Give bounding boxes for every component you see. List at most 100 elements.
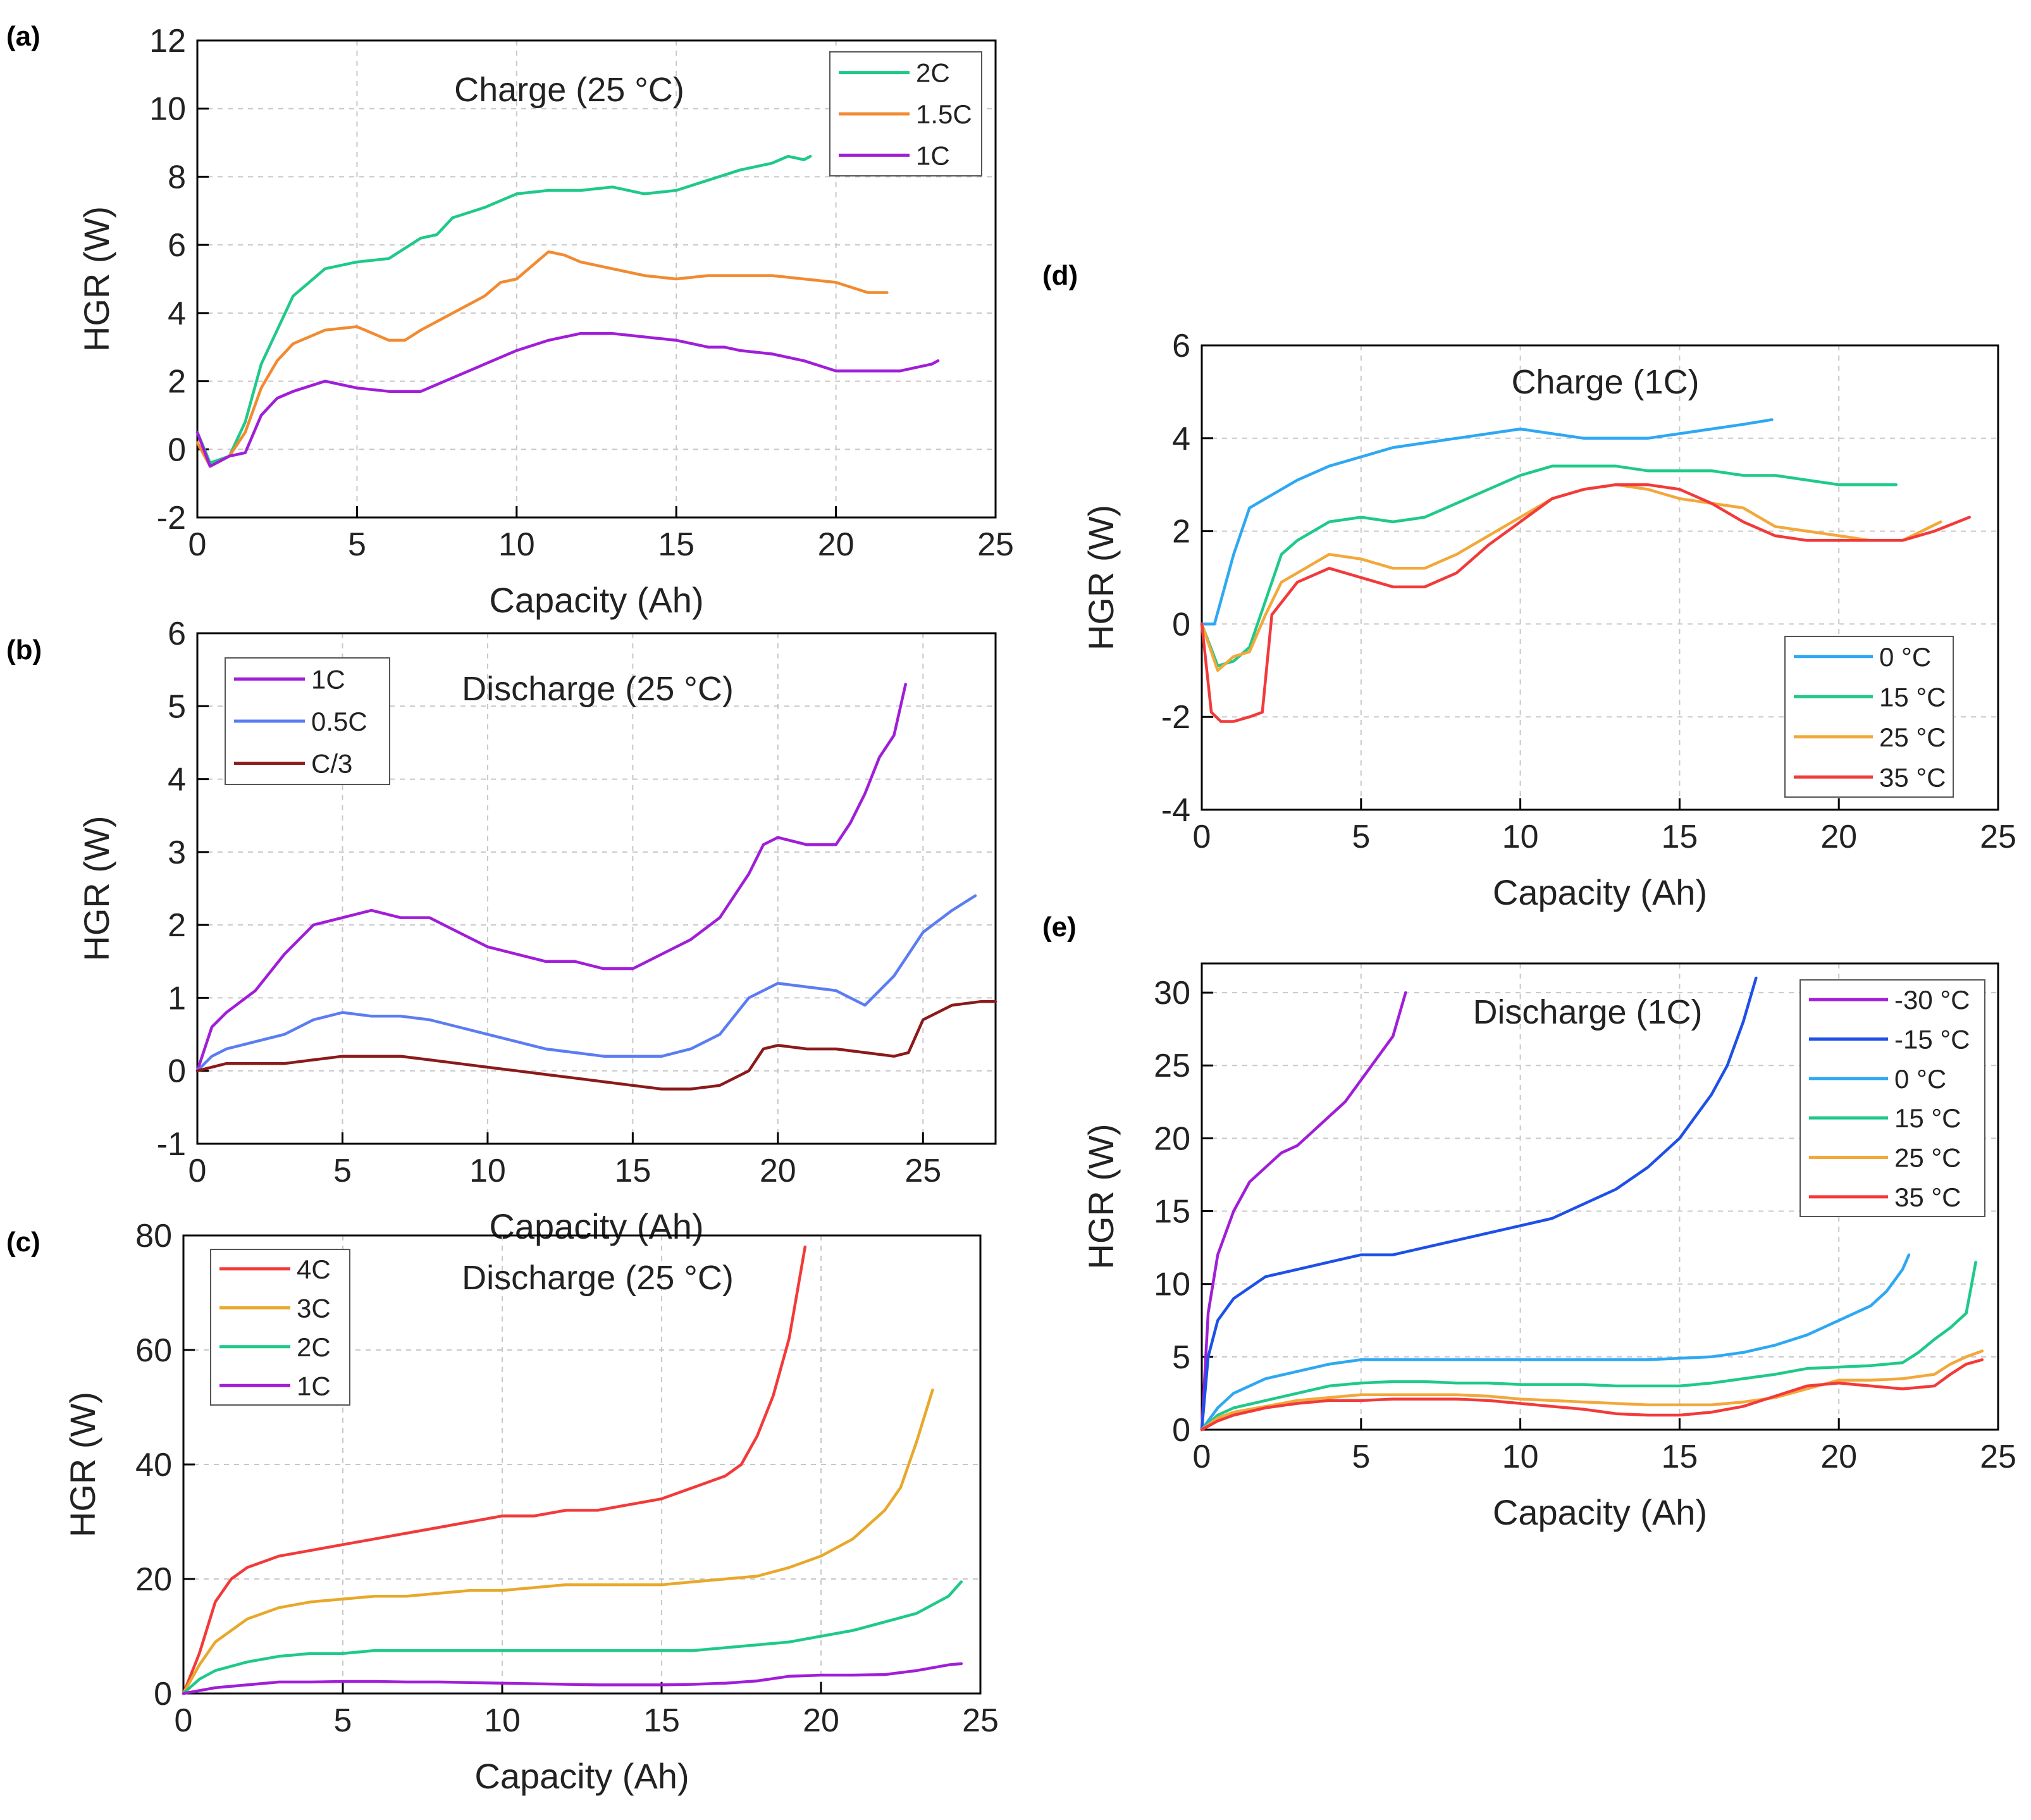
x-tick-label: 15 (1661, 819, 1698, 855)
series-line-0-c (1200, 1253, 1911, 1432)
x-tick-label: 0 (175, 1702, 193, 1739)
x-axis-title: Capacity (Ah) (474, 1756, 689, 1796)
plot-frame (1201, 962, 1999, 1431)
y-tick-label: 10 (1154, 1266, 1190, 1303)
x-tick-label: 25 (977, 526, 1014, 563)
x-tick-label: 10 (469, 1153, 506, 1189)
chart-panel-5: (e) 0 5 10 15 20 25 0 5 10 15 20 25 30 Capacity (Ah) HG… (1042, 912, 2016, 1532)
series-line-15-c (1200, 1260, 1977, 1432)
y-tick-label: 20 (1154, 1120, 1190, 1157)
series-line-25-c (1200, 1349, 1984, 1432)
y-tick-label: 2 (1172, 514, 1190, 550)
x-tick-label: 10 (1502, 1439, 1539, 1475)
x-tick-label: 15 (1661, 1439, 1698, 1475)
y-tick-label: 1 (168, 980, 186, 1017)
y-tick-label: 0 (1172, 1412, 1190, 1449)
y-tick-label: 80 (135, 1218, 172, 1254)
series-line-1-5c (195, 250, 889, 468)
y-tick-label: 8 (168, 159, 186, 195)
y-tick-label: -4 (1161, 792, 1190, 829)
y-tick-label: 3 (168, 834, 186, 871)
legend-label: 0 °C (1894, 1064, 1946, 1094)
y-axis-title: HGR (W) (77, 206, 116, 352)
x-tick-label: 0 (1193, 1439, 1211, 1475)
x-tick-label: 5 (1352, 1439, 1370, 1475)
chart-title: Discharge (1C) (1472, 993, 1702, 1031)
series-line-2c (195, 154, 812, 465)
y-tick-label: -1 (157, 1126, 186, 1163)
y-axis-title: HGR (W) (1081, 1124, 1121, 1269)
legend: 1C 0.5C C/3 (225, 657, 390, 785)
series-line-0-c (1200, 418, 1774, 626)
x-axis-title: Capacity (Ah) (489, 1206, 703, 1246)
x-tick-label: 25 (1980, 819, 2016, 855)
series-line-15-c (1200, 976, 1758, 1432)
x-axis-title: Capacity (Ah) (1493, 872, 1707, 912)
x-tick-label: 25 (904, 1153, 941, 1189)
x-tick-label: 0 (188, 526, 207, 563)
legend-label: 4C (297, 1254, 331, 1284)
legend-label: 25 °C (1879, 722, 1946, 752)
x-tick-label: 20 (1820, 1439, 1857, 1475)
y-tick-label: 5 (1172, 1339, 1190, 1376)
x-tick-label: 0 (1193, 819, 1211, 855)
series-line-35-c (1200, 1358, 1984, 1432)
series-line-25-c (1200, 483, 1942, 672)
chart-panel-3: (c) 0 5 10 15 20 25 0 20 40 60 80 Capacity (Ah) HGR (… (6, 1218, 999, 1796)
legend-label: 25 °C (1894, 1143, 1961, 1173)
series-line-3c (182, 1389, 934, 1695)
series-line-c-3 (195, 1000, 997, 1091)
y-tick-label: -2 (157, 500, 186, 536)
plot-frame (1201, 344, 1999, 811)
legend-label: 1C (297, 1371, 331, 1401)
y-tick-label: 4 (168, 762, 186, 798)
legend-label: 3C (297, 1293, 331, 1323)
legend-label: C/3 (311, 749, 352, 779)
plot-frame (196, 632, 997, 1145)
y-tick-label: 0 (154, 1676, 172, 1712)
plot-frame (196, 39, 997, 519)
x-tick-label: 10 (498, 526, 535, 563)
series-line-4c (182, 1245, 807, 1695)
chart-title: Discharge (25 °C) (462, 670, 734, 708)
panel-label: (c) (6, 1227, 40, 1258)
legend: -30 °C -15 °C 0 °C 15 °C 25 °C 35 °C (1800, 979, 1985, 1217)
series-line-2c (182, 1580, 963, 1695)
y-tick-label: 60 (135, 1332, 172, 1369)
series-line-15-c (1200, 464, 1898, 667)
panel-label: (a) (6, 21, 40, 52)
x-tick-label: 20 (760, 1153, 796, 1189)
y-tick-label: 12 (149, 23, 186, 59)
y-tick-label: 20 (135, 1561, 172, 1598)
legend-box (1800, 979, 1985, 1217)
legend-label: 2C (916, 58, 950, 88)
legend-label: 35 °C (1879, 762, 1946, 792)
x-tick-label: 5 (333, 1153, 352, 1189)
x-axis-title: Capacity (Ah) (1493, 1492, 1707, 1532)
y-axis-title: HGR (W) (77, 815, 116, 961)
legend-label: 0.5C (311, 707, 367, 736)
legend: 4C 3C 2C 1C (210, 1249, 350, 1406)
series-line-0-5c (195, 894, 977, 1072)
y-tick-label: 4 (1172, 421, 1190, 457)
x-tick-label: 15 (658, 526, 694, 563)
x-tick-label: 10 (1502, 819, 1539, 855)
x-tick-label: 15 (614, 1153, 651, 1189)
legend-label: 1C (311, 664, 345, 694)
y-axis-title: HGR (W) (1081, 505, 1121, 650)
y-tick-label: 2 (168, 364, 186, 400)
series-line-30-c (1200, 991, 1407, 1432)
y-tick-label: 25 (1154, 1048, 1190, 1084)
panel-label: (b) (6, 635, 42, 665)
x-tick-label: 0 (188, 1153, 207, 1189)
y-axis-title: HGR (W) (63, 1392, 102, 1537)
chart-title: Charge (25 °C) (454, 71, 684, 109)
panel-label: (d) (1042, 260, 1078, 291)
legend-label: 15 °C (1879, 682, 1946, 712)
series-line-35-c (1200, 483, 1971, 723)
chart-panel-4: (d) 0 5 10 15 20 25 -4 -2 0 2 4 6 Capacity (Ah) HGR (W… (1042, 260, 2016, 912)
y-tick-label: 2 (168, 907, 186, 944)
